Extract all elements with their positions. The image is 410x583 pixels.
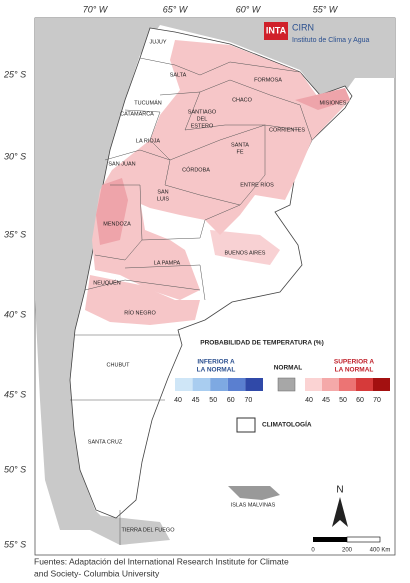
legend-swatch <box>175 378 193 391</box>
province-label: CORRIENTES <box>269 127 305 133</box>
legend-tick: 70 <box>245 397 253 404</box>
province-label: ISLAS MALVINAS <box>231 502 276 508</box>
province-label: CHUBUT <box>107 362 131 368</box>
province-label: SALTA <box>170 72 187 78</box>
province-label: CÓRDOBA <box>182 166 210 173</box>
province-label: LUIS <box>157 196 170 202</box>
legend-tick: 60 <box>227 397 235 404</box>
legend-above: LA NORMAL <box>335 367 374 374</box>
scale-bar <box>313 537 347 542</box>
province-label: DEL <box>197 116 208 122</box>
province-label: LA PAMPA <box>154 260 181 266</box>
legend-normal: NORMAL <box>274 365 303 372</box>
legend-tick: 40 <box>174 397 182 404</box>
lat-label: 40° S <box>4 309 26 319</box>
climatology-box <box>236 417 256 433</box>
lat-label: 55° S <box>4 539 26 549</box>
province-label: ESTERO <box>191 123 214 129</box>
lat-label: 50° S <box>4 464 26 474</box>
province-label: CHACO <box>232 97 253 103</box>
neighbour-land <box>35 18 395 530</box>
province-label: SAN JUAN <box>108 161 135 167</box>
legend-tick: 50 <box>339 397 347 404</box>
province-label: TIERRA DEL FUEGO <box>122 527 176 533</box>
probability-area-high <box>295 88 350 110</box>
logo-inta-box <box>264 22 288 40</box>
footer: and Society- Columbia University <box>34 568 160 578</box>
scale-label: 0 <box>311 548 315 554</box>
legend-below: LA NORMAL <box>197 367 236 374</box>
lat-label: 45° S <box>4 389 26 399</box>
province-label: SANTA CRUZ <box>88 439 123 445</box>
province-label: MISIONES <box>320 100 347 106</box>
lat-label: 35° S <box>4 229 26 239</box>
lat-label: 30° S <box>4 151 26 161</box>
legend-tick: 50 <box>209 397 217 404</box>
probability-area-high <box>96 178 128 245</box>
province-label: FE <box>236 149 243 155</box>
neighbour-land <box>90 515 170 545</box>
lon-label: 60° W <box>236 4 262 14</box>
province-borders <box>70 57 313 545</box>
province-label: NEUQUÉN <box>93 279 121 286</box>
lat-label: 25° S <box>3 69 26 79</box>
malvinas <box>228 486 280 500</box>
province-label: ENTRE RÍOS <box>240 181 274 188</box>
legend-below: INFERIOR A <box>197 359 235 366</box>
province-label: FORMOSA <box>254 77 282 83</box>
legend-swatch <box>339 378 356 391</box>
province-label: SANTIAGO <box>188 109 217 115</box>
province-label: JUJUY <box>149 39 166 45</box>
province-label: SANTA <box>231 142 249 148</box>
normal-box <box>277 377 296 392</box>
scale-bar <box>346 536 381 543</box>
logo-inta: INTA <box>266 25 287 35</box>
province-label: SAN <box>157 189 168 195</box>
province-label: RÍO NEGRO <box>124 309 156 316</box>
province-label: BUENOS AIRES <box>225 250 266 256</box>
legend-tick: 70 <box>373 397 381 404</box>
legend-swatch <box>227 378 246 391</box>
lon-label: 70° W <box>83 4 109 14</box>
legend-swatch <box>210 378 228 391</box>
logo-institute: Instituto de Clima y Agua <box>292 37 370 44</box>
legend-swatch <box>356 378 373 391</box>
legend-swatch <box>373 378 390 391</box>
legend-tick: 45 <box>322 397 330 404</box>
legend-tick: 60 <box>356 397 364 404</box>
scale-label: 400 Km <box>370 548 391 554</box>
province-label: LA RIOJA <box>136 138 160 144</box>
province-label: MENDOZA <box>103 221 131 227</box>
legend-swatch <box>192 378 211 391</box>
logo-cirn: CIRN <box>292 22 314 32</box>
legend-swatch <box>305 378 322 391</box>
lon-label: 65° W <box>163 4 189 14</box>
north-arrow <box>332 497 348 527</box>
legend-tick: 40 <box>305 397 313 404</box>
north-label: N <box>336 485 343 496</box>
footer: Fuentes: Adaptación del International Re… <box>34 556 289 566</box>
province-label: TUCUMÁN <box>134 99 162 106</box>
scale-label: 200 <box>342 548 353 554</box>
legend-title: PROBABILIDAD DE TEMPERATURA (%) <box>200 340 324 347</box>
legend-climatology: CLIMATOLOGÍA <box>262 420 312 429</box>
legend-swatch <box>322 378 339 391</box>
lon-label: 55° W <box>313 4 339 14</box>
province-label: CATAMARCA <box>120 111 154 117</box>
legend-tick: 45 <box>192 397 200 404</box>
legend-above: SUPERIOR A <box>334 359 375 366</box>
legend-swatch <box>245 378 263 391</box>
